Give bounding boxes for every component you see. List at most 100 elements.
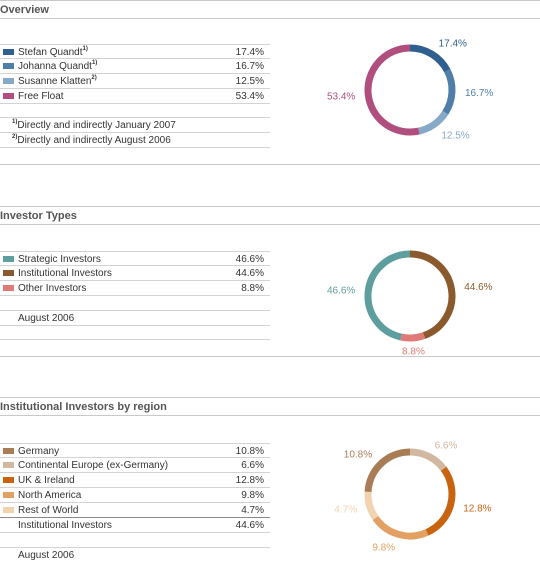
row-value: 17.4% xyxy=(235,47,264,58)
region-spacer-row xyxy=(0,533,270,548)
row-label: Strategic Investors xyxy=(18,254,101,265)
row-value: 44.6% xyxy=(235,268,264,279)
donut-slice-susanne-klatten xyxy=(418,110,449,135)
investor-date-row: August 2006 xyxy=(0,311,270,326)
row-label: Johanna Quandt xyxy=(18,61,92,72)
row-value: 8.8% xyxy=(241,283,264,294)
footnote-mark: 1) xyxy=(91,60,98,66)
overview-row-johanna: Johanna Quandt1) 16.7% xyxy=(0,59,270,74)
investor-types-table: Strategic Investors 46.6% Institutional … xyxy=(0,251,270,340)
donut-label-strategic-investors: 46.6% xyxy=(327,286,355,297)
date-label: August 2006 xyxy=(18,550,75,561)
row-label: Germany xyxy=(18,446,60,457)
overview-row-susanne: Susanne Klatten2) 12.5% xyxy=(0,74,270,89)
region-row-rest: Rest of World 4.7% xyxy=(0,503,270,518)
row-label: Susanne Klatten xyxy=(18,76,92,87)
investor-row-other: Other Investors 8.8% xyxy=(0,281,270,296)
footnote-text: Directly and indirectly January 2007 xyxy=(17,120,176,131)
overview-title: Overview xyxy=(0,0,540,19)
region-row-germany: Germany 10.8% xyxy=(0,443,270,458)
overview-row-stefan: Stefan Quandt1) 17.4% xyxy=(0,44,270,59)
region-table: Germany 10.8% Continental Europe (ex-Ger… xyxy=(0,443,270,563)
donut-label-free-float: 53.4% xyxy=(327,91,355,102)
donut-slice-johanna-quandt xyxy=(442,69,456,115)
investor-types-section: Investor Types Strategic Investors 46.6%… xyxy=(0,206,540,366)
legend-swatch-susanne xyxy=(3,78,14,84)
row-value: 4.7% xyxy=(241,505,264,516)
investor-spacer-row-2 xyxy=(0,326,270,340)
donut-slice-rest-of-world xyxy=(364,491,379,520)
footnote-mark: 1) xyxy=(82,46,88,52)
row-label: Free Float xyxy=(18,91,64,102)
overview-donut-chart: 17.4% 16.7% 12.5% 53.4% xyxy=(327,39,493,142)
row-value: 53.4% xyxy=(235,91,264,102)
region-row-continental: Continental Europe (ex-Germany) 6.6% xyxy=(0,458,270,473)
donut-label-institutional-investors: 44.6% xyxy=(464,282,492,293)
legend-swatch-johanna xyxy=(3,63,14,69)
region-title: Institutional Investors by region xyxy=(0,397,540,416)
overview-section: Overview Stefan Quandt1) 17.4% Johanna Q… xyxy=(0,0,540,170)
legend-swatch-other xyxy=(3,285,14,291)
footnote-mark: 2) xyxy=(12,134,18,140)
donut-label-continental-europe-ex-germany: 6.6% xyxy=(435,440,458,451)
row-value: 6.6% xyxy=(241,460,264,471)
region-donut-chart: 6.6% 12.8% 9.8% 4.7% 10.8% xyxy=(334,440,491,553)
row-value: 16.7% xyxy=(235,61,264,72)
overview-table: Stefan Quandt1) 17.4% Johanna Quandt1) 1… xyxy=(0,44,270,148)
donut-slice-strategic-investors xyxy=(364,250,411,341)
overview-row-freefloat: Free Float 53.4% xyxy=(0,89,270,104)
row-value: 46.6% xyxy=(235,254,264,265)
legend-swatch-freefloat xyxy=(3,93,14,99)
footnote-mark: 1) xyxy=(12,119,18,125)
row-label: Stefan Quandt xyxy=(18,47,83,58)
footnote-mark: 2) xyxy=(91,75,97,81)
total-label: Institutional Investors xyxy=(18,520,112,531)
region-row-north-america: North America 9.8% xyxy=(0,488,270,503)
donut-label-other-investors: 8.8% xyxy=(402,346,425,357)
date-label: August 2006 xyxy=(18,313,75,324)
footnote-row-1: 1)Directly and indirectly January 2007 xyxy=(0,118,270,133)
donut-label-germany: 10.8% xyxy=(344,450,372,461)
row-value: 12.5% xyxy=(235,76,264,87)
donut-slice-free-float xyxy=(364,44,420,136)
row-value: 10.8% xyxy=(235,446,264,457)
region-total-row: Institutional Investors 44.6% xyxy=(0,518,270,533)
donut-slice-institutional-investors xyxy=(409,250,456,339)
legend-swatch-strategic xyxy=(3,256,14,262)
donut-slice-germany xyxy=(364,448,411,493)
legend-swatch-north-america xyxy=(3,492,14,498)
donut-slice-continental-europe-ex-germany xyxy=(409,448,447,472)
legend-swatch-stefan xyxy=(3,49,14,55)
row-label: Other Investors xyxy=(18,283,87,294)
investor-types-title: Investor Types xyxy=(0,206,540,225)
legend-swatch-continental xyxy=(3,462,14,468)
investor-row-strategic: Strategic Investors 46.6% xyxy=(0,251,270,266)
donut-slice-stefan-quandt xyxy=(409,44,451,73)
investor-spacer-row xyxy=(0,296,270,311)
donut-label-north-america: 9.8% xyxy=(372,542,395,553)
donut-label-stefan-quandt: 17.4% xyxy=(439,39,467,50)
row-label: Institutional Investors xyxy=(18,268,112,279)
donut-label-johanna-quandt: 16.7% xyxy=(465,88,493,99)
row-label: North America xyxy=(18,490,82,501)
legend-swatch-rest xyxy=(3,507,14,513)
row-label: UK & Ireland xyxy=(18,475,75,486)
row-value: 9.8% xyxy=(241,490,264,501)
row-value: 12.8% xyxy=(235,475,264,486)
investor-types-donut-chart: 44.6% 8.8% 46.6% xyxy=(327,250,493,357)
overview-spacer-row xyxy=(0,104,270,118)
investor-row-institutional: Institutional Investors 44.6% xyxy=(0,266,270,281)
region-section: Institutional Investors by region German… xyxy=(0,397,540,563)
region-date-row: August 2006 xyxy=(0,548,270,563)
donut-slice-north-america xyxy=(372,515,429,540)
row-label: Rest of World xyxy=(18,505,79,516)
donut-label-rest-of-world: 4.7% xyxy=(334,505,357,516)
donut-label-uk-ireland: 12.8% xyxy=(463,503,491,514)
footnote-row-2: 2)Directly and indirectly August 2006 xyxy=(0,133,270,148)
region-row-uk: UK & Ireland 12.8% xyxy=(0,473,270,488)
footnote-text: Directly and indirectly August 2006 xyxy=(17,135,171,146)
legend-swatch-germany xyxy=(3,448,14,454)
donut-slice-other-investors xyxy=(400,332,426,342)
total-value: 44.6% xyxy=(235,520,264,531)
donut-slice-uk-ireland xyxy=(425,466,456,536)
